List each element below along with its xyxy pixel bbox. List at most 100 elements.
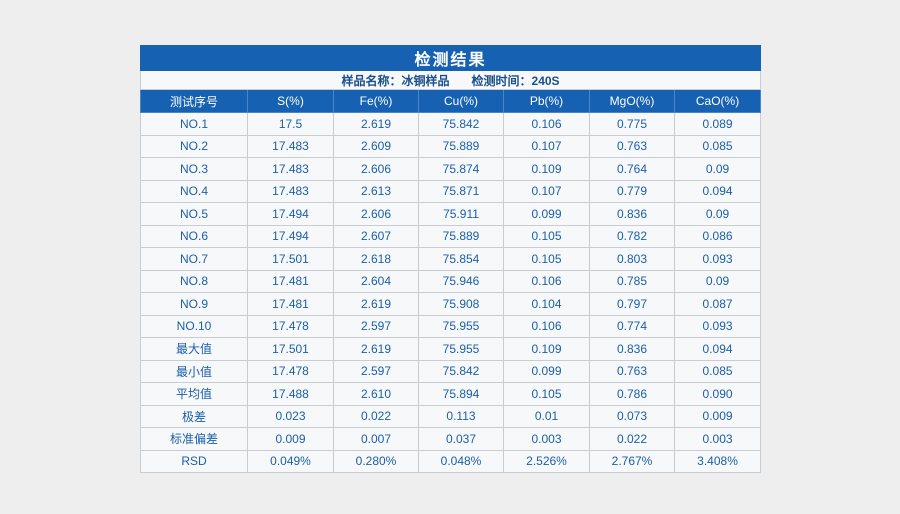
data-row: 极差 0.023 0.022 0.113 0.01 0.073 0.009 (140, 404, 762, 428)
cell: 0.09 (673, 157, 762, 181)
cell: 75.894 (418, 382, 504, 406)
cell: 0.105 (503, 382, 590, 406)
cell: 0.023 (247, 404, 334, 428)
row-label: 最小值 (140, 359, 248, 383)
cell: 17.478 (247, 314, 334, 338)
table-body: 检测结果 样品名称：冰铜样品 检测时间：240S 测试序号 S(%) Fe(%) Cu(… (139, 45, 762, 473)
cell: 75.842 (418, 359, 504, 383)
data-row: NO.6 17.494 2.607 75.889 0.105 0.782 0.086 (140, 224, 762, 248)
column-header: S(%) (247, 89, 334, 113)
cell: 0.009 (673, 404, 762, 428)
cell: 0.09 (673, 202, 762, 226)
cell: 2.597 (333, 359, 419, 383)
row-label: RSD (140, 449, 248, 473)
cell: 75.874 (418, 157, 504, 181)
cell: 0.099 (503, 202, 590, 226)
row-label: NO.4 (140, 179, 248, 203)
cell: 2.607 (333, 224, 419, 248)
row-label: 最大值 (140, 337, 248, 361)
data-row: NO.8 17.481 2.604 75.946 0.106 0.785 0.09 (140, 269, 762, 293)
row-label: NO.1 (140, 112, 248, 136)
cell: 75.908 (418, 292, 504, 316)
cell: 0.007 (333, 427, 419, 451)
cell: 0.107 (503, 134, 590, 158)
result-table: 检测结果 样品名称：冰铜样品 检测时间：240S 测试序号 S(%) Fe(%) Cu(… (139, 45, 762, 473)
row-label: NO.10 (140, 314, 248, 338)
cell: 75.955 (418, 337, 504, 361)
cell: 0.093 (673, 247, 762, 271)
cell: 0.774 (589, 314, 675, 338)
cell: 0.803 (589, 247, 675, 271)
cell: 0.763 (589, 359, 675, 383)
row-label: NO.3 (140, 157, 248, 181)
row-label: NO.9 (140, 292, 248, 316)
cell: 75.955 (418, 314, 504, 338)
cell: 0.280% (333, 449, 419, 473)
cell: 0.764 (589, 157, 675, 181)
column-header: 测试序号 (140, 89, 248, 113)
cell: 75.842 (418, 112, 504, 136)
cell: 0.022 (589, 427, 675, 451)
cell: 75.854 (418, 247, 504, 271)
cell: 2.526% (503, 449, 590, 473)
cell: 0.106 (503, 112, 590, 136)
column-header: Fe(%) (333, 89, 419, 113)
row-label: NO.6 (140, 224, 248, 248)
cell: 17.483 (247, 157, 334, 181)
cell: 17.488 (247, 382, 334, 406)
row-label: NO.8 (140, 269, 248, 293)
cell: 0.003 (673, 427, 762, 451)
cell: 0.085 (673, 359, 762, 383)
cell: 3.408% (673, 449, 762, 473)
cell: 2.619 (333, 337, 419, 361)
cell: 0.836 (589, 202, 675, 226)
cell: 0.105 (503, 247, 590, 271)
cell: 0.094 (673, 179, 762, 203)
cell: 75.871 (418, 179, 504, 203)
cell: 2.610 (333, 382, 419, 406)
data-row: NO.3 17.483 2.606 75.874 0.109 0.764 0.09 (140, 157, 762, 181)
data-row: NO.4 17.483 2.613 75.871 0.107 0.779 0.094 (140, 179, 762, 203)
data-row: NO.5 17.494 2.606 75.911 0.099 0.836 0.09 (140, 202, 762, 226)
cell: 0.105 (503, 224, 590, 248)
cell: 0.763 (589, 134, 675, 158)
cell: 0.087 (673, 292, 762, 316)
cell: 0.775 (589, 112, 675, 136)
table-title: 检测结果 (139, 45, 762, 71)
cell: 2.613 (333, 179, 419, 203)
cell: 0.049% (247, 449, 334, 473)
cell: 0.104 (503, 292, 590, 316)
row-label: NO.2 (140, 134, 248, 158)
cell: 75.889 (418, 134, 504, 158)
cell: 2.606 (333, 202, 419, 226)
cell: 0.836 (589, 337, 675, 361)
cell: 0.073 (589, 404, 675, 428)
cell: 0.037 (418, 427, 504, 451)
cell: 17.483 (247, 179, 334, 203)
cell: 0.797 (589, 292, 675, 316)
cell: 2.767% (589, 449, 675, 473)
data-row: NO.7 17.501 2.618 75.854 0.105 0.803 0.093 (140, 247, 762, 271)
cell: 0.090 (673, 382, 762, 406)
cell: 0.094 (673, 337, 762, 361)
sample-name: 样品名称：冰铜样品 (341, 73, 450, 88)
cell: 0.009 (247, 427, 334, 451)
cell: 17.478 (247, 359, 334, 383)
data-row: 平均值 17.488 2.610 75.894 0.105 0.786 0.090 (140, 382, 762, 406)
cell: 2.604 (333, 269, 419, 293)
cell: 75.911 (418, 202, 504, 226)
cell: 0.107 (503, 179, 590, 203)
cell: 75.889 (418, 224, 504, 248)
cell: 2.597 (333, 314, 419, 338)
cell: 0.09 (673, 269, 762, 293)
test-time: 检测时间：240S (471, 73, 560, 88)
cell: 0.022 (333, 404, 419, 428)
row-label: 平均值 (140, 382, 248, 406)
column-header: CaO(%) (673, 89, 762, 113)
cell: 17.481 (247, 269, 334, 293)
cell: 2.618 (333, 247, 419, 271)
subtitle-row: 样品名称：冰铜样品 检测时间：240S (139, 70, 762, 90)
cell: 0.109 (503, 157, 590, 181)
header-row: 测试序号 S(%) Fe(%) Cu(%) Pb(%) MgO(%) CaO(%) (140, 89, 762, 113)
